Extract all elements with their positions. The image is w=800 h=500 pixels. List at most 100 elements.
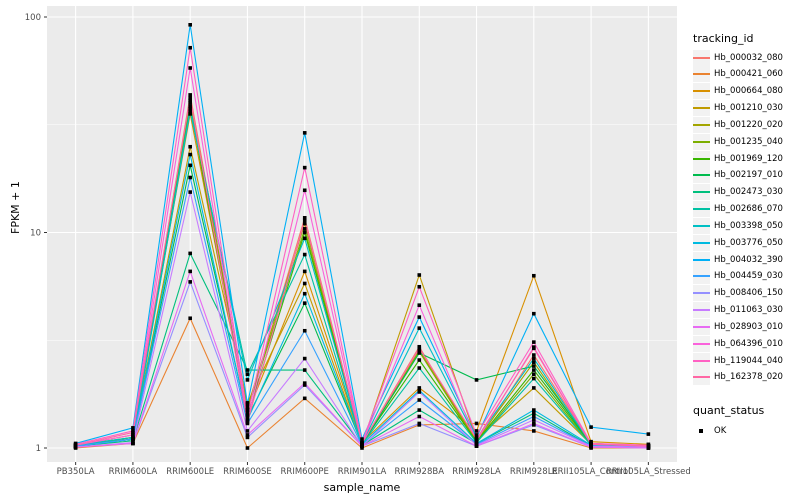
legend-entry: Hb_119044_040 — [693, 352, 783, 369]
quant-legend-label: OK — [714, 425, 727, 436]
legend-line-icon — [693, 191, 710, 194]
legend-key-swatch — [693, 150, 710, 167]
data-point — [532, 360, 536, 365]
legend-entry: Hb_003776_050 — [693, 234, 783, 251]
legend-line-icon — [693, 140, 710, 143]
data-point — [532, 376, 536, 381]
legend-entry-label: Hb_003398_050 — [714, 220, 783, 231]
data-point — [589, 445, 593, 449]
legend-line-icon — [693, 258, 710, 261]
x-tick-label: RRII105LA_Stressed — [606, 467, 691, 477]
data-point — [417, 386, 422, 390]
data-point — [646, 432, 651, 436]
data-point — [302, 356, 307, 361]
data-point — [474, 433, 479, 437]
data-point — [360, 437, 364, 441]
legend-entry: Hb_002686_070 — [693, 201, 783, 218]
data-point — [302, 216, 307, 220]
data-point — [532, 429, 536, 433]
y-tick-label: 1 — [36, 444, 41, 454]
x-tick-label: PB350LA — [57, 467, 95, 477]
legend-key-swatch — [693, 268, 710, 285]
legend-entry-label: Hb_162378_020 — [714, 372, 783, 383]
legend-line-icon — [693, 208, 710, 211]
x-tick-label: RRIM928LA — [452, 467, 501, 477]
data-point — [474, 444, 479, 448]
data-point — [245, 408, 250, 412]
x-tick-label: RRIM928BA — [395, 467, 445, 477]
legend-entry: Hb_028903_010 — [693, 318, 783, 335]
data-point — [417, 284, 422, 289]
data-point — [188, 190, 192, 194]
data-point — [417, 273, 422, 277]
data-point — [188, 98, 192, 103]
data-point — [188, 23, 192, 27]
data-point — [532, 408, 536, 412]
legend-entry: Hb_064396_010 — [693, 335, 783, 352]
data-point — [302, 368, 307, 372]
legend-title-quant-status: quant_status — [693, 404, 765, 417]
data-point — [131, 430, 135, 435]
legend-key-swatch — [693, 83, 710, 100]
legend-entry: Hb_008406_150 — [693, 285, 783, 302]
data-point — [302, 165, 307, 170]
data-point — [417, 351, 422, 355]
data-point — [245, 411, 250, 416]
data-point — [474, 421, 479, 426]
data-point — [188, 96, 192, 100]
data-point — [188, 269, 192, 274]
data-point — [131, 426, 135, 430]
legend-line-icon — [693, 73, 710, 76]
x-tick-label: RRIM901LA — [338, 467, 387, 477]
data-point — [302, 218, 307, 223]
legend-entry-label: Hb_002473_030 — [714, 187, 783, 198]
x-tick-label: RRIM600PE — [281, 467, 329, 477]
legend-entry-label: Hb_000664_080 — [714, 86, 783, 97]
legend-entry-label: Hb_001210_030 — [714, 103, 783, 114]
data-point — [417, 414, 422, 419]
legend-entry: Hb_000032_080 — [693, 49, 783, 66]
legend-line-icon — [693, 376, 710, 379]
data-point — [302, 227, 307, 231]
data-point — [245, 433, 250, 437]
data-point — [188, 316, 192, 321]
data-point — [302, 269, 307, 274]
data-point — [188, 100, 192, 105]
legend-line-icon — [693, 123, 710, 126]
data-point — [532, 372, 536, 377]
data-point — [302, 291, 307, 296]
data-point — [417, 315, 422, 319]
data-point — [302, 221, 307, 226]
data-point — [532, 353, 536, 357]
legend-entry: Hb_162378_020 — [693, 369, 783, 386]
data-point — [302, 328, 307, 333]
legend-entry: Hb_001220_020 — [693, 116, 783, 133]
data-point — [302, 383, 307, 387]
legend-entry: Hb_004459_030 — [693, 268, 783, 285]
legend-entry-label: Hb_064396_010 — [714, 338, 783, 349]
legend-key-swatch — [693, 285, 710, 302]
data-point — [417, 398, 422, 402]
data-point — [188, 104, 192, 109]
quant-legend-entry: OK — [693, 422, 726, 439]
data-point — [474, 437, 479, 441]
legend-key-swatch — [693, 217, 710, 234]
data-point — [302, 236, 307, 241]
legend-key-swatch — [693, 133, 710, 150]
data-point — [245, 418, 250, 422]
data-point — [532, 273, 536, 278]
legend-entry-label: Hb_119044_040 — [714, 355, 783, 366]
legend-entry: Hb_004032_390 — [693, 251, 783, 268]
data-point — [188, 152, 192, 157]
data-point — [245, 413, 250, 417]
legend-entry: Hb_003398_050 — [693, 217, 783, 234]
data-point — [589, 425, 593, 429]
legend-entry: Hb_000421_060 — [693, 66, 783, 83]
legend-key-swatch — [693, 335, 710, 352]
legend-entry-label: Hb_002197_010 — [714, 170, 783, 181]
data-point — [245, 402, 250, 406]
data-point — [417, 408, 422, 412]
legend-entry: Hb_001210_030 — [693, 100, 783, 117]
data-point — [417, 358, 422, 362]
legend-entry-label: Hb_004032_390 — [714, 254, 783, 265]
